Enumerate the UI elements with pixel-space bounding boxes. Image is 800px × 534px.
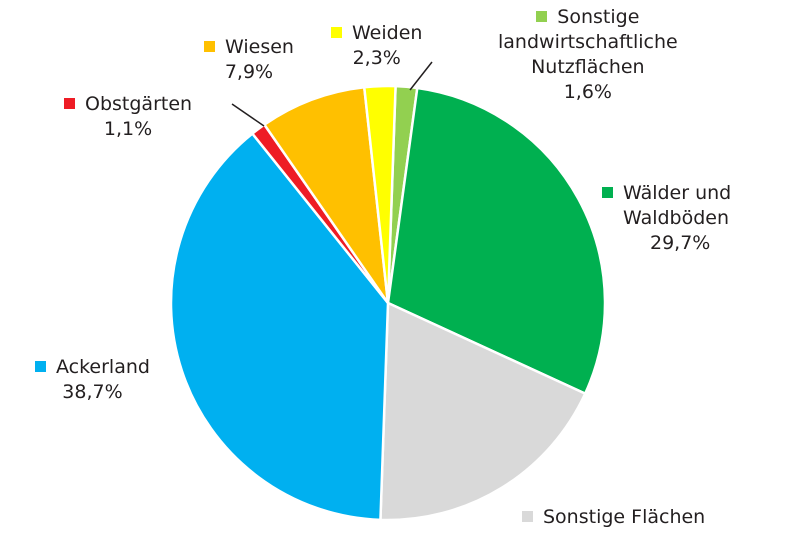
label-line: Wiesen — [225, 36, 294, 58]
label-sonstige-landwirtschaftliche: Sonstige landwirtschaftliche Nutzflächen… — [498, 5, 678, 105]
legend-swatch — [602, 187, 613, 198]
label-weiden: Weiden 2,3% — [331, 21, 422, 71]
label-line: Weiden — [352, 22, 423, 44]
pie-slice-ackerland — [169, 131, 390, 522]
label-line: Wälder und — [623, 182, 732, 204]
legend-swatch — [35, 361, 46, 372]
label-wiesen: Wiesen 7,9% — [204, 35, 294, 85]
leader-line-sonstige-landwirtschaftliche — [409, 61, 433, 91]
label-pct: 2,3% — [352, 47, 401, 69]
label-line: Sonstige — [557, 6, 640, 28]
legend-swatch — [522, 511, 533, 522]
pie-slice-weiden — [362, 84, 397, 304]
label-line: landwirtschaftliche — [498, 31, 678, 53]
pie-slice-w-lder-und-waldb-den — [386, 86, 607, 396]
label-pct: 7,9% — [224, 61, 274, 83]
legend-swatch — [64, 98, 75, 109]
label-pct: 1,1% — [103, 118, 153, 140]
label-pct: 1,6% — [563, 81, 612, 103]
pie-slice-sonstige-fl-chen — [379, 301, 587, 522]
pie-slice-wiesen — [262, 85, 390, 304]
legend-swatch — [331, 27, 342, 38]
leader-line-obstgaerten — [231, 103, 265, 127]
label-line: Ackerland — [56, 356, 150, 378]
label-obstgaerten: Obstgärten 1,1% — [64, 92, 192, 142]
label-line: Sonstige Flächen — [543, 506, 706, 528]
label-ackerland: Ackerland 38,7% — [35, 355, 150, 405]
label-sonstige-flaechen: Sonstige Flächen — [522, 505, 705, 530]
legend-swatch — [204, 41, 215, 52]
legend-swatch — [536, 11, 548, 22]
label-pct: 29,7% — [650, 232, 711, 254]
label-line: Nutzflächen — [531, 56, 645, 78]
label-waelder: Wälder und Waldböden 29,7% — [602, 181, 731, 256]
label-line: Obstgärten — [85, 93, 193, 115]
label-pct: 38,7% — [62, 381, 123, 403]
label-line: Waldböden — [623, 207, 730, 229]
